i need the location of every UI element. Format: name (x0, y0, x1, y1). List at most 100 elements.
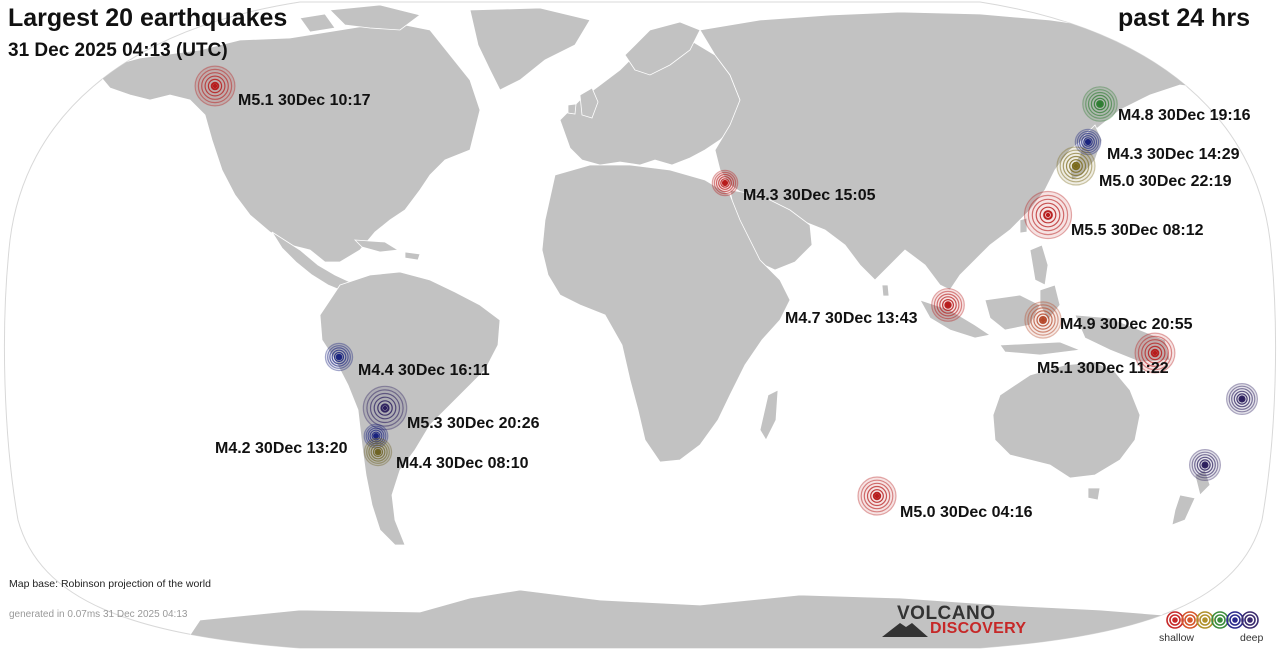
marker-ring (370, 444, 386, 460)
marker-ring (1056, 146, 1096, 186)
quake-label[interactable]: M4.2 30Dec 13:20 (215, 440, 348, 457)
legend-shallow-label: shallow (1159, 632, 1195, 644)
marker-ring (197, 68, 233, 104)
marker-ring (857, 476, 897, 516)
quake-label[interactable]: M5.5 30Dec 08:12 (1071, 222, 1204, 239)
marker-ring (944, 301, 952, 309)
marker-ring (1150, 348, 1160, 358)
tasmania-island (1087, 487, 1101, 501)
marker-ring (369, 392, 401, 424)
quake-label[interactable]: M5.3 30Dec 20:26 (407, 415, 540, 432)
earthquake-marker[interactable] (1056, 146, 1096, 186)
marker-ring (1069, 159, 1083, 173)
earthquake-marker[interactable] (1225, 383, 1258, 416)
marker-ring (936, 293, 960, 317)
marker-center (1202, 462, 1208, 468)
earthquake-marker[interactable] (363, 437, 393, 467)
volcano-discovery-logo[interactable]: VOLCANO DISCOVERY (880, 603, 1040, 643)
marker-ring (1233, 390, 1251, 408)
earthquake-marker[interactable] (857, 476, 897, 516)
marker-ring (1238, 395, 1246, 403)
marker-ring (373, 396, 397, 420)
marker-ring (1071, 161, 1081, 171)
earthquake-marker[interactable] (362, 385, 408, 431)
marker-ring (1024, 301, 1062, 339)
marker-ring (1065, 155, 1087, 177)
marker-ring (1081, 135, 1095, 149)
marker-ring (210, 81, 220, 91)
earthquake-marker[interactable] (1188, 449, 1221, 482)
marker-ring (366, 440, 390, 464)
quake-label[interactable]: M4.8 30Dec 19:16 (1118, 107, 1251, 124)
marker-ring (1036, 313, 1050, 327)
marker-ring (1074, 128, 1102, 156)
legend-ring (1247, 617, 1253, 623)
page-title: Largest 20 earthquakes (8, 4, 288, 32)
earthquake-marker[interactable] (1074, 128, 1102, 156)
legend-ring (1181, 611, 1199, 629)
quake-label[interactable]: M4.9 30Dec 20:55 (1060, 316, 1193, 333)
legend-deep-label: deep (1240, 632, 1264, 644)
marker-ring (371, 431, 381, 441)
marker-center (722, 180, 728, 186)
marker-ring (866, 485, 888, 507)
earthquake-marker[interactable] (194, 65, 236, 107)
marker-center (336, 354, 342, 360)
volcano-icon (882, 623, 928, 637)
earthquake-marker[interactable] (1082, 86, 1118, 122)
marker-ring (939, 296, 957, 314)
marker-ring (711, 169, 739, 197)
africa-landmass (541, 164, 791, 463)
quake-label[interactable]: M5.1 30Dec 10:17 (238, 92, 371, 109)
quake-label[interactable]: M4.4 30Dec 16:11 (358, 362, 490, 379)
marker-ring (324, 342, 354, 372)
marker-ring (1141, 339, 1169, 367)
marker-ring (369, 429, 383, 443)
marker-ring (204, 75, 226, 97)
legend-ring (1226, 611, 1244, 629)
marker-ring (1076, 130, 1100, 154)
marker-ring (720, 178, 730, 188)
legend-ring (1199, 614, 1211, 626)
quake-label[interactable]: M4.3 30Dec 14:29 (1107, 146, 1240, 163)
period-label: past 24 hrs (1117, 4, 1250, 32)
marker-ring (1196, 456, 1214, 474)
marker-ring (1083, 137, 1093, 147)
marker-ring (863, 482, 891, 510)
marker-ring (1043, 210, 1053, 220)
earthquake-marker[interactable] (1024, 301, 1062, 339)
legend-ring (1184, 614, 1196, 626)
arctic-islands (299, 4, 421, 33)
legend-ring (1172, 617, 1178, 623)
marker-ring (941, 299, 954, 312)
logo-word-discovery: DISCOVERY (930, 620, 1027, 637)
legend-ring (1166, 611, 1184, 629)
marker-ring (1030, 307, 1056, 333)
earthquake-marker[interactable] (324, 342, 354, 372)
marker-ring (1236, 393, 1248, 405)
quake-label[interactable]: M5.0 30Dec 22:19 (1099, 173, 1232, 190)
marker-ring (1225, 383, 1258, 416)
marker-ring (372, 446, 384, 458)
legend-ring (1217, 617, 1223, 623)
quake-label[interactable]: M4.7 30Dec 13:43 (785, 310, 918, 327)
legend-rings (1166, 611, 1259, 629)
legend-ring (1229, 614, 1241, 626)
earthquake-marker[interactable] (1134, 332, 1176, 374)
quake-label[interactable]: M4.3 30Dec 15:05 (743, 187, 876, 204)
marker-ring (1191, 451, 1219, 479)
earthquake-marker[interactable] (1023, 190, 1073, 240)
legend-ring (1241, 611, 1259, 629)
quake-label[interactable]: M5.0 30Dec 04:16 (900, 504, 1033, 521)
marker-ring (1188, 449, 1221, 482)
legend-ring (1214, 614, 1226, 626)
marker-center (945, 302, 951, 308)
marker-ring (1059, 149, 1093, 183)
quake-label[interactable]: M5.1 30Dec 11:22 (1037, 360, 1169, 377)
caribbean-islands (353, 239, 421, 261)
marker-ring (1144, 342, 1166, 364)
quake-label[interactable]: M4.4 30Dec 08:10 (396, 455, 529, 472)
earthquake-marker[interactable] (711, 169, 739, 197)
marker-center (1152, 350, 1158, 356)
earthquake-marker[interactable] (931, 288, 965, 322)
